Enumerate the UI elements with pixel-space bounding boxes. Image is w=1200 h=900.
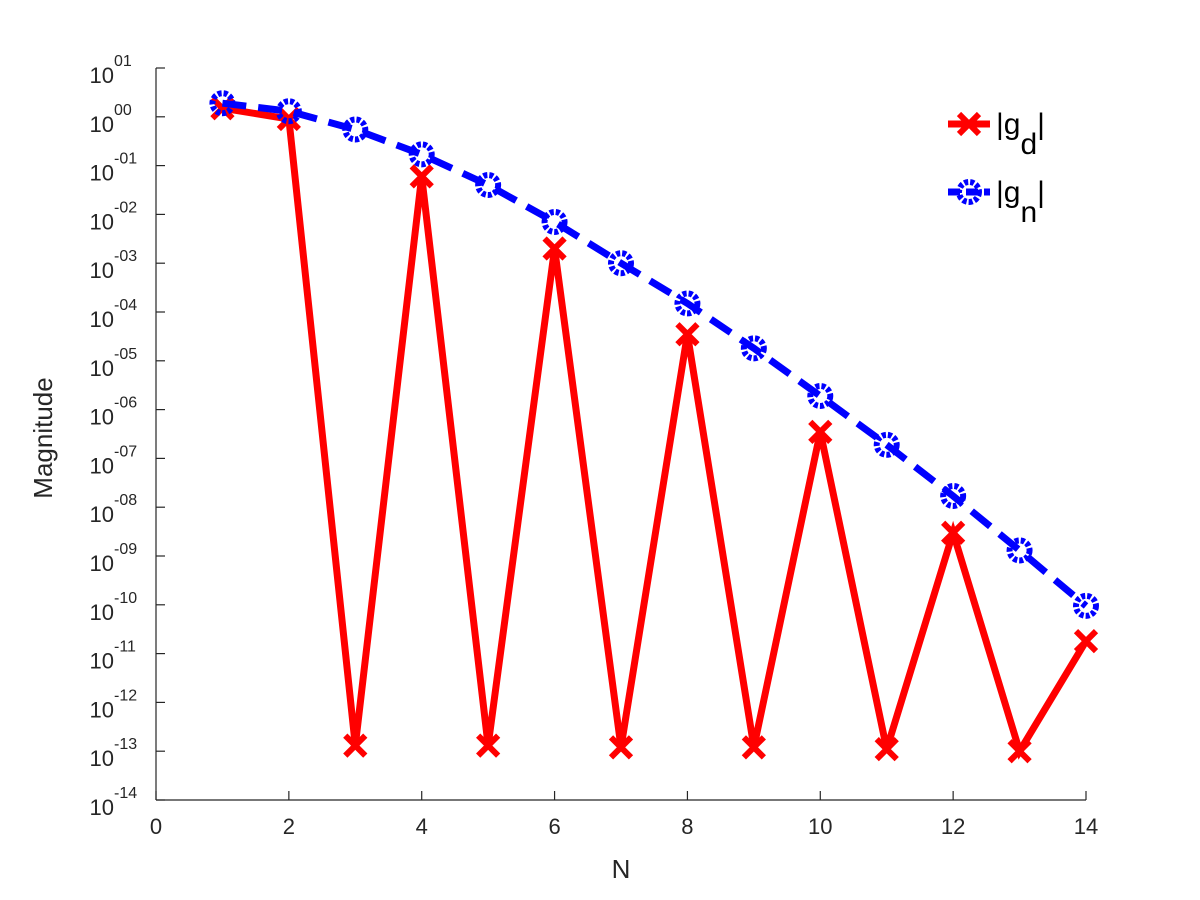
y-tick-exponent: -07 [114,443,137,460]
y-tick-base: 10 [90,600,114,625]
legend-item: |gn| [948,176,1045,229]
x-tick-label: 2 [283,814,295,839]
data-point-x [343,733,368,758]
data-point-circle [740,335,767,362]
series-layer [209,90,1099,764]
data-point-x [675,322,700,347]
legend-marker [956,111,982,137]
y-tick-exponent: -13 [114,736,137,753]
x-tick-label: 14 [1074,814,1098,839]
data-point-circle [674,290,701,317]
y-tick-exponent: -03 [114,248,137,265]
x-tick-label: 4 [416,814,428,839]
data-point-circle [408,141,435,168]
y-tick-exponent: -05 [114,346,137,363]
legend: |gd| |gn| [948,108,1045,229]
y-tick-base: 10 [90,405,114,430]
y-tick-label: 10-01 [90,151,138,186]
y-tick-label: 10-11 [90,639,137,674]
data-point-x [1073,629,1099,654]
data-point-x [874,737,899,762]
y-tick-base: 10 [90,649,114,674]
x-tick-label: 8 [681,814,693,839]
data-point-circle [541,208,568,235]
y-tick-base: 10 [90,112,114,137]
data-point-x [542,236,567,261]
legend-marker [956,179,982,205]
y-tick-label: 10-14 [90,785,138,820]
x-axis-label: N [612,854,631,884]
y-tick-label: 10-08 [90,492,138,527]
legend-item: |gd| [948,108,1045,161]
x-tick-label: 0 [150,814,162,839]
data-point-circle [873,431,900,458]
y-tick-exponent: -14 [114,785,137,802]
series-gd [210,96,1099,764]
y-tick-base: 10 [90,551,114,576]
y-axis-label: Magnitude [28,377,58,498]
y-tick-exponent: -01 [114,151,137,168]
series-line [221,104,1089,760]
data-point-circle [1006,537,1033,564]
data-point-circle [608,250,634,277]
data-point-circle [342,116,369,143]
y-tick-base: 10 [90,356,114,381]
y-tick-exponent: -02 [114,199,137,216]
y-tick-label: 10-09 [90,541,138,576]
y-tick-label: 10-05 [90,346,138,381]
data-point-x [409,164,434,189]
y-tick-base: 10 [90,209,114,234]
data-point-x [476,733,501,758]
data-point-x [1007,739,1032,764]
y-tick-exponent: -12 [114,687,137,704]
y-tick-base: 10 [90,453,114,478]
axes: 0 2 4 6 8 10 12 1410-1410-1310-1210-1110-1010-0… [90,53,1099,839]
data-point-x [941,520,966,545]
x-tick-label: 6 [548,814,560,839]
y-tick-base: 10 [90,795,114,820]
series-gn [209,90,1099,619]
y-tick-exponent: 01 [114,53,132,70]
y-tick-exponent: -10 [114,590,137,607]
data-point-circle [275,98,302,125]
data-point-circle [807,382,834,409]
y-tick-exponent: -04 [114,297,137,314]
data-point-circle [475,172,502,199]
y-tick-base: 10 [90,161,114,186]
data-point-x [741,735,766,760]
y-tick-exponent: -06 [114,395,137,412]
y-tick-label: 10-03 [90,248,138,283]
x-tick-label: 10 [808,814,832,839]
y-tick-exponent: -09 [114,541,137,558]
y-tick-label: 10-04 [90,297,138,332]
y-tick-exponent: -08 [114,492,137,509]
y-tick-base: 10 [90,746,114,771]
y-tick-label: 10-13 [90,736,138,771]
y-tick-base: 10 [90,307,114,332]
x-tick-label: 12 [941,814,965,839]
y-tick-label: 10-12 [90,687,138,722]
y-tick-base: 10 [90,258,114,283]
data-point-x [608,735,634,760]
legend-label: |gd| [996,108,1045,161]
y-tick-label: 10-07 [90,443,138,478]
y-tick-base: 10 [90,63,114,88]
data-point-circle [940,482,967,509]
legend-label: |gn| [996,176,1045,229]
data-point-x [808,419,833,444]
y-tick-label: 10-10 [90,590,138,625]
y-tick-exponent: -11 [114,639,136,656]
y-tick-exponent: 00 [114,102,132,119]
y-tick-base: 10 [90,697,114,722]
data-point-circle [209,90,236,117]
y-tick-label: 10-02 [90,199,138,234]
data-point-circle [1073,592,1099,619]
y-tick-label: 10-06 [90,395,138,430]
y-tick-base: 10 [90,502,114,527]
